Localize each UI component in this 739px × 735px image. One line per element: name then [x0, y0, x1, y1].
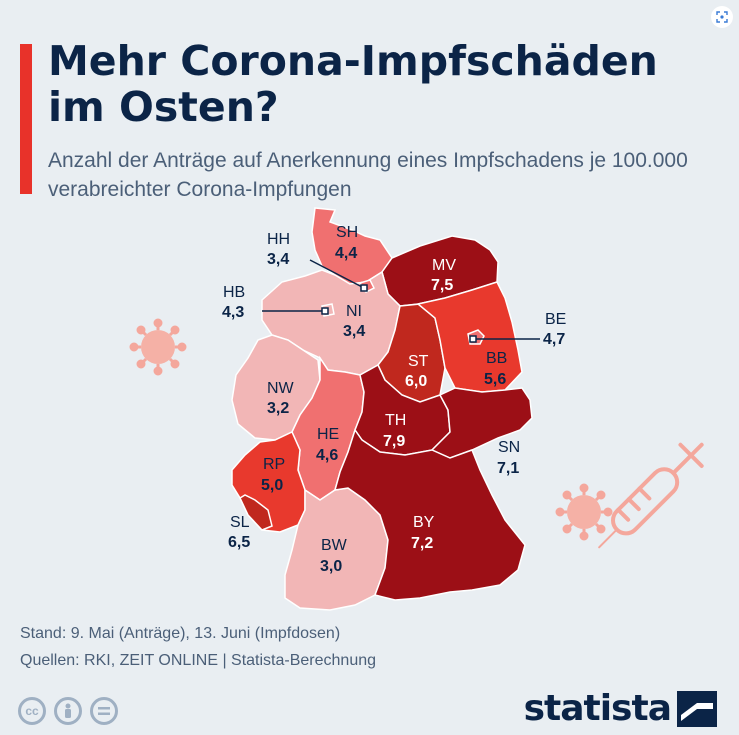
state-labels: HH 3,4 SH 4,4 MV 7,5 HB 4,3 NI 3,4 BE 4,…: [222, 224, 566, 575]
syringe-icon: [598, 442, 704, 549]
label-NW-code: NW: [267, 380, 295, 397]
label-NI-code: NI: [346, 303, 362, 320]
label-BE-value: 4,7: [543, 331, 565, 348]
label-BW-code: BW: [321, 537, 348, 554]
state-shapes: [231, 207, 533, 611]
label-SL-value: 6,5: [228, 534, 250, 551]
label-BB-value: 5,6: [484, 371, 506, 388]
footer-sources: Quellen: RKI, ZEIT ONLINE | Statista-Ber…: [20, 652, 377, 669]
label-BB-code: BB: [486, 350, 507, 367]
label-NW-value: 3,2: [267, 400, 289, 417]
label-MV-code: MV: [432, 257, 456, 274]
license-icons: cc: [18, 697, 118, 725]
statista-logo[interactable]: statista: [524, 688, 717, 729]
label-BW-value: 3,0: [320, 558, 342, 575]
expand-icon: [716, 11, 728, 23]
cc-icon[interactable]: cc: [18, 697, 46, 725]
page-subtitle: Anzahl der Anträge auf Anerkennung eines…: [48, 149, 688, 201]
label-SH-value: 4,4: [335, 245, 357, 262]
virus-icon-right: [555, 483, 613, 541]
expand-button[interactable]: [711, 6, 733, 28]
label-BE-code: BE: [545, 311, 566, 328]
person-attribution-icon[interactable]: [54, 697, 82, 725]
label-SH-code: SH: [336, 224, 358, 241]
label-HE-value: 4,6: [316, 447, 338, 464]
page-title: Mehr Corona-Impfschäden im Osten?: [48, 37, 658, 131]
label-HE-code: HE: [317, 426, 339, 443]
label-TH-code: TH: [385, 412, 406, 429]
label-RP-value: 5,0: [261, 477, 283, 494]
statista-mark-icon: [677, 690, 717, 727]
footer-stand: Stand: 9. Mai (Anträge), 13. Juni (Impfd…: [20, 625, 341, 642]
label-SN-value: 7,1: [497, 460, 519, 477]
label-SL-code: SL: [230, 514, 250, 531]
label-HH-code: HH: [267, 231, 290, 248]
accent-bar: [20, 44, 32, 194]
label-HB-value: 4,3: [222, 304, 244, 321]
brand-name: statista: [523, 688, 672, 729]
label-BY-code: BY: [413, 514, 435, 531]
label-HB-code: HB: [223, 284, 245, 301]
leader-lines: [262, 259, 540, 343]
label-TH-value: 7,9: [383, 433, 405, 450]
virus-icon-left: [129, 318, 187, 376]
label-ST-code: ST: [408, 353, 429, 370]
label-MV-value: 7,5: [431, 277, 453, 294]
label-NI-value: 3,4: [343, 323, 365, 340]
equals-noderivs-icon[interactable]: [90, 697, 118, 725]
state-SN[interactable]: [430, 387, 533, 459]
label-ST-value: 6,0: [405, 373, 427, 390]
label-SN-code: SN: [498, 439, 520, 456]
state-SL[interactable]: [239, 494, 273, 531]
label-HH-value: 3,4: [267, 251, 289, 268]
state-BY[interactable]: [333, 428, 526, 601]
label-BY-value: 7,2: [411, 535, 433, 552]
label-RP-code: RP: [263, 456, 285, 473]
